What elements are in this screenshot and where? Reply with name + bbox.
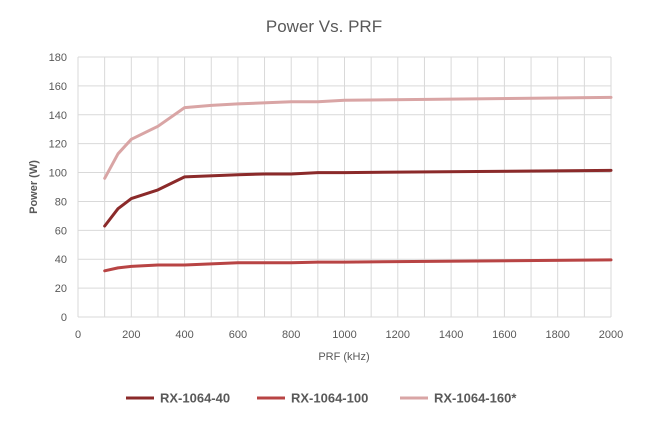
x-axis-label: PRF (kHz) bbox=[318, 351, 369, 363]
x-tick-label: 1600 bbox=[492, 329, 516, 341]
x-tick-label: 400 bbox=[175, 329, 193, 341]
legend-label: RX-1064-100 bbox=[291, 391, 368, 406]
x-tick-label: 200 bbox=[122, 329, 140, 341]
legend-label: RX-1064-160* bbox=[434, 391, 517, 406]
y-tick-label: 120 bbox=[49, 139, 67, 151]
y-axis-label: Power (W) bbox=[28, 160, 40, 214]
y-tick-label: 100 bbox=[49, 168, 67, 180]
legend-label: RX-1064-40 bbox=[160, 391, 230, 406]
y-tick-label: 20 bbox=[55, 283, 67, 295]
x-tick-label: 1400 bbox=[439, 329, 463, 341]
series-lines bbox=[103, 95, 613, 273]
y-tick-label: 140 bbox=[49, 110, 67, 122]
y-tick-label: 0 bbox=[61, 312, 67, 324]
x-tick-label: 1000 bbox=[332, 329, 356, 341]
x-tick-label: 2000 bbox=[599, 329, 623, 341]
series-line-rx-1064-160 bbox=[103, 95, 613, 180]
x-tick-label: 1200 bbox=[386, 329, 410, 341]
y-tick-label: 40 bbox=[55, 254, 67, 266]
chart-title: Power Vs. PRF bbox=[266, 17, 382, 36]
y-axis-ticks: 0 20 40 60 80 100 120 140 160 180 bbox=[49, 52, 67, 324]
grid bbox=[77, 56, 612, 318]
x-tick-label: 600 bbox=[229, 329, 247, 341]
x-tick-label: 800 bbox=[282, 329, 300, 341]
y-tick-label: 60 bbox=[55, 225, 67, 237]
legend: RX-1064-40 RX-1064-100 RX-1064-160* bbox=[126, 391, 517, 406]
x-tick-label: 0 bbox=[75, 329, 81, 341]
x-tick-label: 1800 bbox=[545, 329, 569, 341]
y-tick-label: 180 bbox=[49, 52, 67, 64]
y-tick-label: 80 bbox=[55, 196, 67, 208]
y-tick-label: 160 bbox=[49, 81, 67, 93]
x-axis-ticks: 0 200 400 600 800 1000 1200 1400 1600 1800 2000 bbox=[75, 329, 623, 341]
series-line-rx-1064-40 bbox=[103, 168, 613, 228]
series-line-rx-1064-100 bbox=[103, 258, 613, 273]
